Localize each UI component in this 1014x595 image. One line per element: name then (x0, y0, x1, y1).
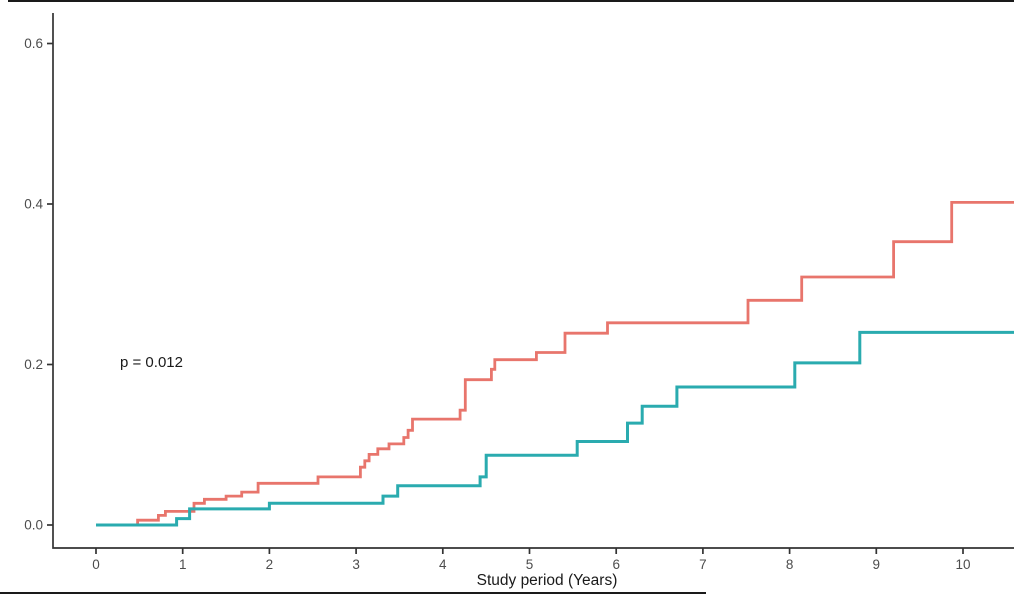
curve-group-2-teal (96, 330, 1014, 527)
axis-lines (52, 13, 1014, 549)
y-tick-label: 0.4 (24, 197, 43, 212)
x-tick-label: 5 (526, 557, 534, 572)
bottom-border-line (0, 592, 706, 594)
p-value-annotation: p = 0.012 (120, 354, 183, 371)
x-axis-title: Study period (Years) (476, 572, 618, 589)
curve-group-1-salmon (96, 201, 1014, 527)
y-tick-label: 0.0 (24, 518, 43, 533)
x-tick-label: 1 (179, 557, 187, 572)
x-tick-label: 10 (955, 557, 970, 572)
x-tick-label: 8 (786, 557, 794, 572)
x-tick-label: 3 (352, 557, 360, 572)
x-tick-label: 4 (439, 557, 447, 572)
x-tick-label: 0 (92, 557, 100, 572)
y-tick-label: 0.6 (24, 36, 43, 51)
x-tick-label: 2 (266, 557, 274, 572)
y-tick-label: 0.2 (24, 357, 43, 372)
x-tick-label: 9 (873, 557, 881, 572)
x-tick-label: 7 (699, 557, 707, 572)
top-border-line (8, 0, 1014, 2)
x-tick-label: 6 (612, 557, 620, 572)
